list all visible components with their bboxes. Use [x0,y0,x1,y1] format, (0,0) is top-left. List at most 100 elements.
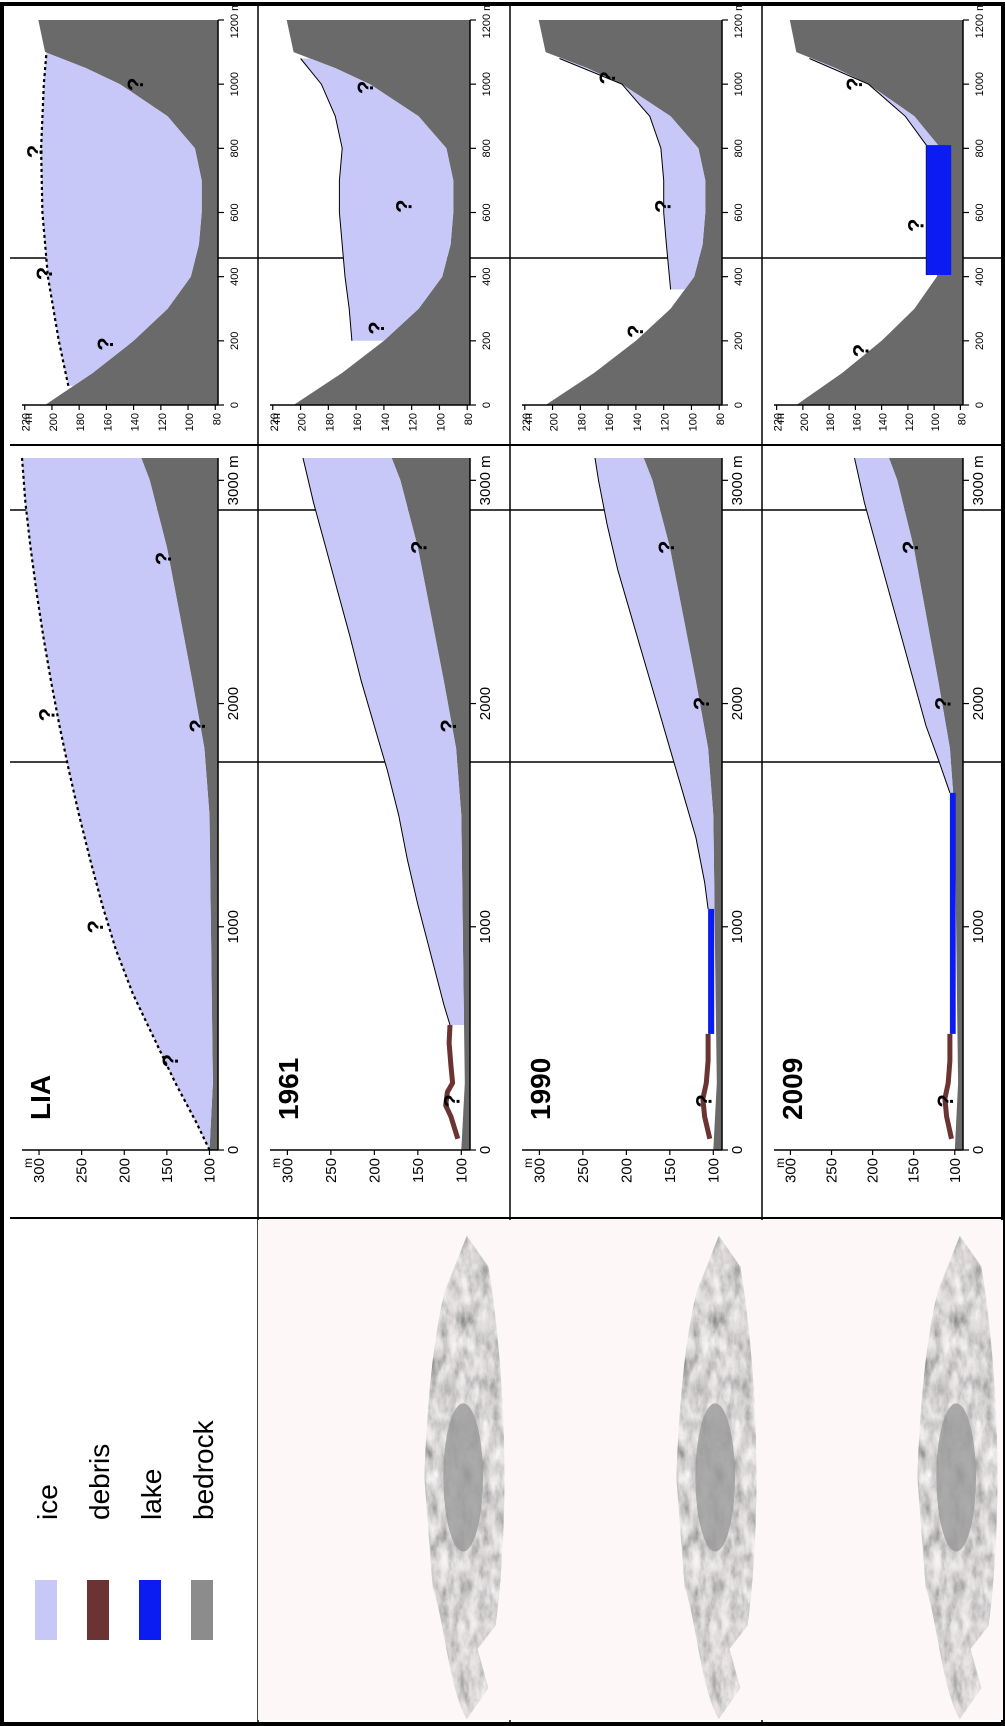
x-tick-label: 400 [229,267,241,285]
lake-basin [443,1403,483,1552]
dem-relief [917,1235,998,1720]
y-tick-label: 140 [632,413,644,431]
y-tick-label: 220 [21,413,33,431]
bedrock-area [889,458,963,1150]
y-axis-label: m [21,1158,35,1168]
legend-swatch-lake [139,1580,161,1640]
y-axis-label: m [21,413,35,423]
uncertainty-mark: ? [440,1094,465,1107]
x-tick-label: 800 [974,139,986,157]
x-tick-label: 200 [733,332,745,350]
x-tick-label: 0 [481,402,493,408]
uncertainty-mark: ? [34,708,59,721]
x-tick-label: 1000 [733,72,745,96]
uncertainty-mark: ? [931,697,956,710]
y-tick-label: 80 [715,413,727,425]
ice-surface-line [854,457,951,793]
legend-swatch-ice [35,1580,57,1640]
y-tick-label: 100 [453,1158,470,1183]
x-tick-label: 3000 m [477,455,494,505]
y-tick-label: 200 [116,1158,133,1183]
debris-layer [443,1024,461,1140]
x-tick-label: 1000 [481,72,493,96]
y-tick-label: 160 [352,413,364,431]
x-tick-label: 2000 [729,687,746,720]
ice-area [854,458,954,793]
x-tick-label: 600 [733,203,745,221]
x-tick-label: 400 [974,267,986,285]
legend-label-ice: ice [32,1484,63,1520]
uncertainty-mark: ? [123,77,148,90]
x-tick-label: 1000 [225,910,242,943]
y-tick-label: 180 [324,413,336,431]
y-tick-label: 220 [521,413,533,431]
x-tick-label: 1000 [970,910,987,943]
x-tick-label: 0 [225,1146,242,1154]
uncertainty-mark: ? [185,719,210,732]
y-tick-label: 100 [930,413,942,431]
uncertainty-mark: ? [353,81,378,94]
y-axis-label: m [521,1158,535,1168]
uncertainty-mark: ? [692,1094,717,1107]
y-tick-label: 150 [906,1158,923,1183]
y-tick-label: 100 [705,1158,722,1183]
bedrock-area [391,458,470,1150]
y-tick-label: 150 [662,1158,679,1183]
bedrock-area [538,20,722,405]
uncertainty-mark: ? [651,199,676,212]
uncertainty-mark: ? [392,199,417,212]
y-tick-label: 300 [31,1158,48,1183]
legend-label-lake: lake [136,1469,167,1520]
x-tick-label: 200 [229,332,241,350]
y-tick-label: 120 [408,413,420,431]
x-tick-label: 3000 m [225,455,242,505]
y-tick-label: 100 [184,413,196,431]
ice-surface-line [559,58,672,290]
y-tick-label: 220 [269,413,281,431]
y-tick-label: 180 [75,413,87,431]
ice-area [41,52,202,386]
y-tick-label: 120 [660,413,672,431]
x-tick-label: 0 [974,402,986,408]
y-tick-label: 100 [201,1158,218,1183]
lake-area [708,908,715,1034]
x-tick-label: 1200 m [229,2,241,39]
ice-area [559,58,706,290]
x-tick-label: 400 [733,267,745,285]
y-tick-label: 220 [773,413,785,431]
dem-relief [424,1235,505,1720]
x-tick-label: 0 [229,402,241,408]
y-tick-label: 160 [102,413,114,431]
y-tick-label: 300 [531,1158,548,1183]
uncertainty-mark: ? [898,541,923,554]
panel-year-label: 1990 [525,1058,556,1120]
y-tick-label: 200 [618,1158,635,1183]
x-tick-label: 600 [229,203,241,221]
x-tick-label: 1200 m [974,2,986,39]
x-tick-label: 800 [481,139,493,157]
x-tick-label: 600 [481,203,493,221]
x-tick-label: 1000 [477,910,494,943]
x-tick-label: 200 [481,332,493,350]
x-tick-label: 2000 [225,687,242,720]
legend-swatch-bedrock [191,1580,213,1640]
uncertainty-mark: ? [364,321,389,334]
y-tick-label: 120 [157,413,169,431]
bedrock-area [789,20,963,405]
x-tick-label: 1000 [729,910,746,943]
x-tick-label: 400 [481,267,493,285]
y-tick-label: 300 [279,1158,296,1183]
uncertainty-mark: ? [151,552,176,565]
ice-surface-line [302,457,451,1026]
y-tick-label: 80 [211,413,223,425]
bedrock-area [286,20,470,405]
y-tick-label: 80 [463,413,475,425]
y-tick-label: 200 [48,413,60,431]
uncertainty-mark: ? [933,1094,958,1107]
